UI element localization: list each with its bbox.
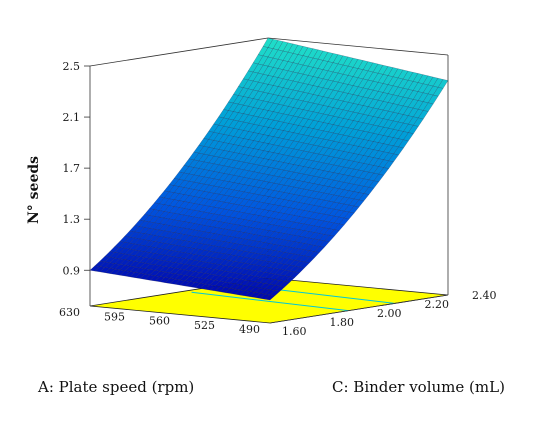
y-tick-label: 2.00 (377, 307, 402, 320)
x-tick-label: 525 (194, 319, 215, 332)
x-tick-label: 490 (239, 323, 260, 336)
x-tick-label: 630 (59, 306, 80, 319)
tick-labels: 0.9 1.3 1.7 2.1 2.5 630 595 560 525 490 1.60 1.80 2.… (59, 60, 497, 338)
y-tick-label: 2.20 (425, 298, 450, 311)
x-axis-label: A: Plate speed (rpm) (37, 378, 194, 396)
floor-contour (191, 291, 349, 312)
surface-cell (264, 294, 276, 301)
z-tick-label: 2.5 (63, 60, 81, 73)
box-edge (267, 37, 449, 56)
z-tick-label: 1.3 (63, 213, 81, 226)
response-surface (89, 37, 449, 301)
y-tick-label: 1.60 (282, 325, 307, 338)
box-edge (269, 294, 449, 324)
z-tick-label: 1.7 (63, 162, 81, 175)
z-tick-label: 2.1 (63, 111, 81, 124)
box-edge (89, 37, 269, 67)
x-tick-label: 595 (104, 310, 125, 323)
y-axis-label: C: Binder volume (mL) (332, 378, 505, 396)
x-tick-label: 560 (149, 315, 170, 328)
y-tick-label: 2.40 (472, 289, 497, 302)
z-tick-label: 0.9 (63, 264, 81, 277)
front-box (269, 294, 449, 324)
z-axis-label: N° seeds (26, 156, 42, 224)
y-tick-label: 1.80 (330, 316, 355, 329)
